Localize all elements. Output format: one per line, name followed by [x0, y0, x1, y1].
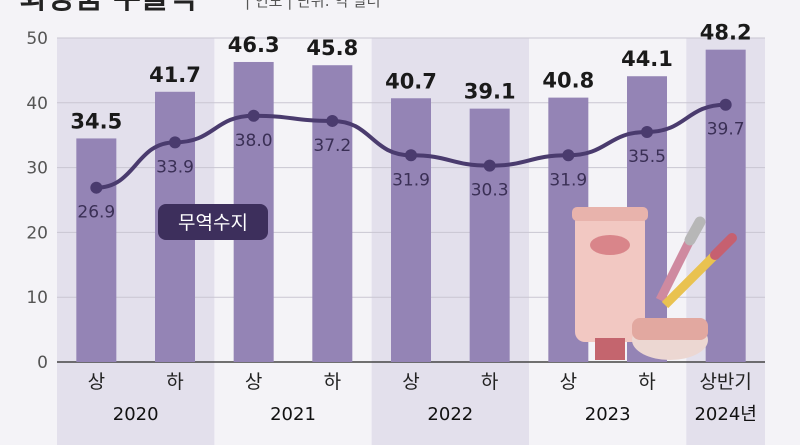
bar: [469, 108, 510, 362]
legend-label: 무역수지: [178, 212, 248, 234]
bar-value-label: 41.7: [149, 63, 201, 87]
x-tick-label: 하: [166, 371, 183, 393]
line-point: [169, 136, 181, 149]
bar-value-label: 40.8: [542, 69, 594, 93]
line-point: [326, 114, 339, 127]
y-tick-label: 40: [26, 94, 48, 114]
cosmetics-illustration: [572, 207, 737, 360]
line-points: 26.9 33.9 38.0 37.2 31.9 30.3 31.9 35.5 39.7: [77, 98, 745, 223]
y-tick-label: 50: [26, 29, 48, 49]
line-value-label: 39.7: [707, 120, 745, 140]
chart-subtitle: | 연도 | 단위: 억 달러: [245, 0, 381, 10]
x-tick-label: 하: [638, 371, 655, 393]
line-point: [641, 125, 653, 138]
year-label: 2020: [113, 404, 159, 425]
x-tick-label: 상: [402, 371, 419, 393]
bar: [76, 138, 117, 362]
x-tick-label: 하: [481, 371, 498, 393]
x-tick-label: 상: [245, 371, 262, 393]
line-value-label: 31.9: [549, 170, 587, 190]
line-point: [483, 159, 496, 172]
line-value-label: 37.2: [313, 136, 351, 156]
year-label: 2023: [585, 404, 631, 425]
year-label: 2021: [270, 404, 316, 425]
chart-title: 화장품 수출액: [20, 0, 196, 16]
bar-value-label: 45.8: [306, 36, 358, 60]
bar: [312, 65, 353, 362]
x-tick-label: 상: [560, 371, 577, 393]
legend: 무역수지: [158, 204, 268, 240]
line-value-label: 30.3: [471, 181, 509, 201]
line-value-label: 33.9: [156, 157, 194, 177]
bar-value-label: 34.5: [70, 109, 122, 133]
y-tick-label: 30: [26, 159, 48, 179]
line-point: [562, 149, 575, 162]
line-value-label: 35.5: [628, 147, 666, 167]
bar-value-label: 46.3: [228, 33, 280, 57]
line-value-label: 31.9: [392, 170, 430, 190]
y-tick-label: 0: [37, 353, 48, 373]
x-tick-label: 하: [324, 371, 341, 393]
x-tick-label: 상: [88, 371, 105, 393]
line-point: [719, 98, 732, 111]
bar: [391, 98, 431, 362]
bar-value-label: 48.2: [700, 21, 752, 45]
bar-value-label: 40.7: [385, 69, 437, 93]
year-label: 2024년: [694, 404, 756, 425]
line-point: [405, 149, 417, 162]
bar: [705, 49, 746, 362]
line-point: [90, 181, 103, 194]
bar-value-label: 44.1: [621, 47, 673, 71]
x-tick-label: 상반기: [699, 371, 751, 393]
legend-badge: [158, 204, 268, 240]
line-value-label: 38.0: [235, 131, 273, 151]
line-point: [247, 109, 260, 122]
y-tick-label: 20: [26, 223, 48, 243]
bar-value-label: 39.1: [464, 80, 516, 104]
year-label: 2022: [427, 404, 473, 425]
line-value-label: 26.9: [77, 203, 115, 223]
y-tick-label: 10: [26, 288, 48, 308]
